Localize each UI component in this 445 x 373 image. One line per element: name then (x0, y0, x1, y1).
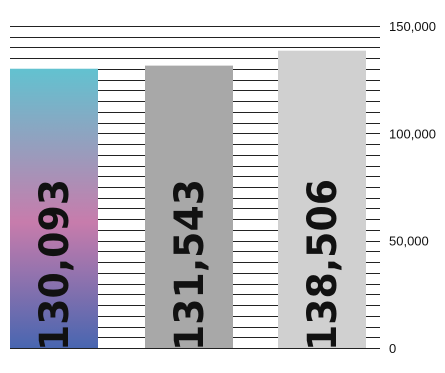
bar-value-labels: 130,093 131,543 138,506 (32, 179, 346, 351)
y-axis-tick-labels: 0 50,000 100,000 150,000 (389, 19, 436, 356)
y-tick-label: 150,000 (389, 19, 436, 34)
bar (278, 50, 366, 348)
bar-value-label: 131,543 (167, 179, 213, 351)
bars (10, 50, 366, 348)
y-tick-label: 100,000 (389, 126, 436, 141)
bar (10, 68, 98, 348)
bar (145, 65, 233, 348)
bar-value-label: 130,093 (32, 179, 78, 351)
y-tick-label: 0 (389, 341, 396, 356)
bar-value-label: 138,506 (300, 179, 346, 351)
y-tick-label: 50,000 (389, 234, 429, 249)
